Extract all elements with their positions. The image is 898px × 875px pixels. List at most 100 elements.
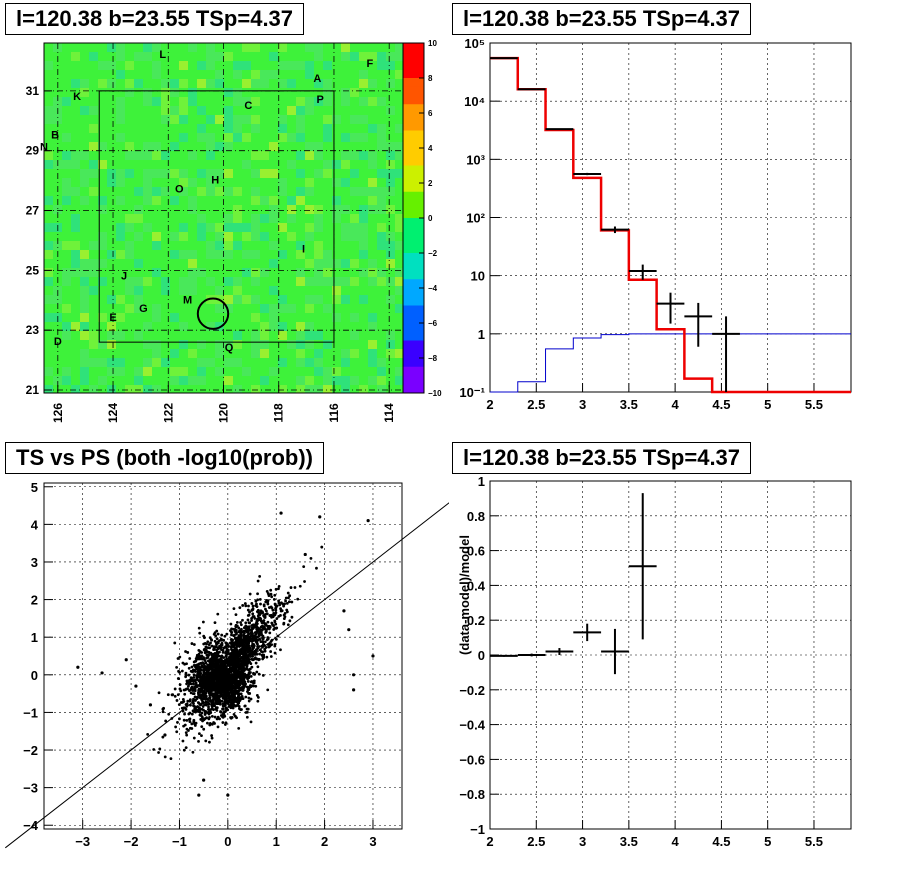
heat-cell [287, 115, 296, 124]
heat-cell [53, 349, 62, 358]
heat-cell [143, 268, 152, 277]
residual-x-tick-label: 4.5 [712, 834, 730, 849]
heat-cell [332, 223, 341, 232]
heat-cell [296, 97, 305, 106]
source-label: Q [225, 342, 234, 354]
colorbar-cell [403, 60, 424, 70]
heat-cell [197, 376, 206, 385]
heat-cell [323, 142, 332, 151]
heat-cell [197, 250, 206, 259]
scatter-point [287, 596, 290, 600]
heat-cell [224, 295, 233, 304]
heat-cell [116, 241, 125, 250]
scatter-point [224, 708, 228, 712]
heat-cell [62, 358, 71, 367]
heat-cell [377, 205, 386, 214]
heat-cell [395, 160, 403, 169]
colorbar-cell [403, 183, 424, 193]
scatter-x-tick-label: −3 [75, 834, 90, 849]
scatter-point [232, 712, 236, 716]
heat-cell [251, 322, 260, 331]
residual-point [601, 628, 629, 675]
heat-cell [350, 223, 359, 232]
heat-cell [332, 277, 341, 286]
heat-cell [143, 133, 152, 142]
heat-cell [368, 115, 377, 124]
heat-cell [305, 178, 314, 187]
scatter-point [272, 597, 276, 601]
heat-cell [80, 277, 89, 286]
heat-cell [251, 106, 260, 115]
spectrum-x-tick-label: 5.5 [805, 397, 823, 412]
scatter-point [248, 592, 252, 596]
scatter-point [257, 672, 261, 676]
heat-cell [323, 187, 332, 196]
heat-cell [143, 367, 152, 376]
heat-cell [62, 385, 71, 393]
heat-cell [386, 376, 395, 385]
heat-cell [197, 241, 206, 250]
scatter-point [231, 664, 234, 668]
heat-cell [323, 295, 332, 304]
heat-cell [323, 169, 332, 178]
scatter-point [181, 700, 184, 704]
heat-cell [350, 277, 359, 286]
heat-cell [305, 106, 314, 115]
colorbar-cell [403, 139, 424, 149]
heat-cell [71, 376, 80, 385]
scatter-point [247, 696, 251, 700]
heat-cell [44, 313, 53, 322]
heat-cell [152, 151, 161, 160]
heat-cell [170, 124, 179, 133]
heat-cell [386, 97, 395, 106]
colorbar-cell [403, 95, 424, 105]
heat-cell [179, 169, 188, 178]
heat-cell [197, 223, 206, 232]
scatter-point [186, 684, 190, 688]
colorbar-tick-label: −2 [428, 249, 438, 258]
heat-cell [350, 340, 359, 349]
heat-cell [332, 160, 341, 169]
scatter-point [223, 714, 227, 718]
heat-cell [125, 385, 134, 393]
scatter-point [183, 723, 187, 727]
heat-cell [206, 304, 215, 313]
heat-cell [134, 115, 143, 124]
heat-cell [341, 97, 350, 106]
heat-cell [377, 259, 386, 268]
scatter-point [209, 641, 212, 645]
heat-cell [305, 79, 314, 88]
scatter-point [184, 707, 188, 711]
scatter-point [347, 628, 351, 632]
heat-cell [350, 358, 359, 367]
scatter-point [208, 740, 211, 744]
heat-cell [71, 349, 80, 358]
scatter-point [245, 638, 249, 642]
heat-cell [233, 151, 242, 160]
heat-cell [332, 178, 341, 187]
scatter-point [256, 647, 260, 650]
heat-cell [170, 367, 179, 376]
heat-cell [170, 385, 179, 393]
residual-point [573, 623, 602, 642]
scatter-point [173, 641, 177, 645]
heat-cell [242, 286, 251, 295]
heat-cell [350, 106, 359, 115]
heat-cell [80, 115, 89, 124]
heat-cell [206, 196, 215, 205]
heat-cell [269, 232, 278, 241]
heat-cell [359, 268, 368, 277]
heat-cell [350, 79, 359, 88]
scatter-y-tick-label: 4 [31, 517, 39, 532]
heat-cell [134, 223, 143, 232]
heat-cell [134, 205, 143, 214]
heat-cell [62, 232, 71, 241]
heat-cell [89, 124, 98, 133]
heat-cell [314, 241, 323, 250]
heat-cell [116, 187, 125, 196]
heat-cell [368, 358, 377, 367]
heat-cell [332, 52, 341, 61]
heat-cell [314, 196, 323, 205]
heat-cell [71, 133, 80, 142]
heat-cell [215, 232, 224, 241]
